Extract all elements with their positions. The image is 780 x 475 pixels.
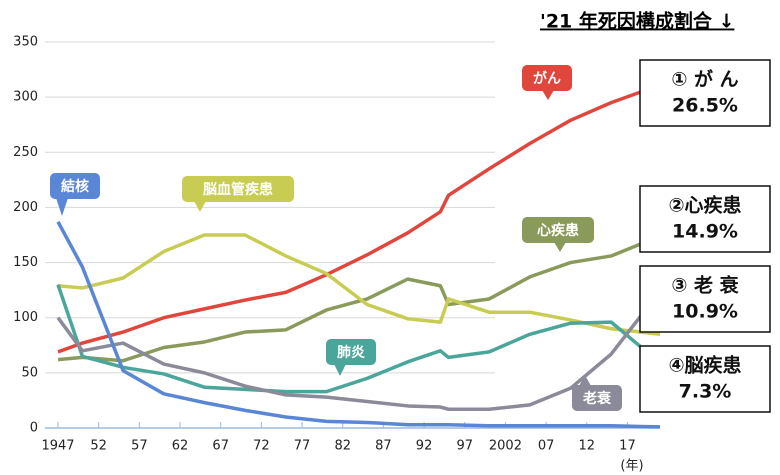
callout-label: 心疾患 [537,222,579,239]
y-tick-label: 200 [13,200,38,215]
y-tick-label: 50 [21,365,38,380]
x-tick-label: 92 [416,439,433,454]
x-tick-label: 57 [131,439,148,454]
share-value: 10.9% [672,301,738,323]
x-tick-label: 12 [579,439,596,454]
x-axis-label: (年) [620,459,643,474]
share-value: 7.3% [679,381,732,403]
callout-pointer [579,375,591,386]
x-tick-label: 07 [538,439,555,454]
y-tick-label: 350 [13,35,38,50]
callout-pointer [554,242,566,252]
callout-label: 肺炎 [337,345,365,361]
y-tick-label: 150 [13,255,38,270]
callout-pointer [194,201,206,212]
callout-label: がん [533,70,561,87]
x-tick-label: 2002 [489,439,522,454]
callout-box [326,339,376,365]
callout-box [522,65,572,91]
share-label: ②心疾患 [668,194,741,217]
callout-label: 結核 [61,178,89,195]
callout-label: 老衰 [583,390,612,407]
callout-box [522,217,594,243]
share-value: 26.5% [672,95,738,117]
share-value: 14.9% [672,221,738,243]
x-tick-label: 17 [619,439,636,454]
x-tick-label: 62 [172,439,189,454]
y-tick-label: 300 [13,90,38,105]
y-tick-label: 0 [30,421,38,436]
series-line [57,233,661,336]
callout-pointer [334,364,346,376]
x-tick-label: 77 [294,439,311,454]
series-line [56,220,661,429]
x-tick-label: 1947 [41,439,74,454]
share-box [639,265,771,333]
x-tick-label: 82 [334,439,351,454]
callout-box [50,173,100,199]
y-tick-label: 100 [13,310,38,325]
x-tick-label: 97 [456,439,473,454]
callout-box [572,385,622,411]
series-line [56,284,662,394]
series-line [57,234,661,363]
share-box [639,345,771,413]
x-tick-label: 72 [253,439,270,454]
callout-pointer [542,90,554,100]
share-label: ① が ん [671,68,738,91]
x-tick-label: 87 [375,439,392,454]
share-box [639,185,771,253]
series-line [57,83,661,354]
annotation-title: '21 年死因構成割合 ↓ [540,10,734,33]
x-tick-label: 52 [90,439,107,454]
share-box [639,59,771,127]
share-label: ③ 老 衰 [671,274,739,297]
x-tick-label: 67 [212,439,229,454]
y-tick-label: 250 [13,145,38,160]
callout-pointer [56,198,68,216]
callout-label: 脳血管疾患 [203,181,273,198]
series-line [56,290,662,412]
callout-box [182,176,294,202]
share-label: ④脳疾患 [668,354,741,377]
